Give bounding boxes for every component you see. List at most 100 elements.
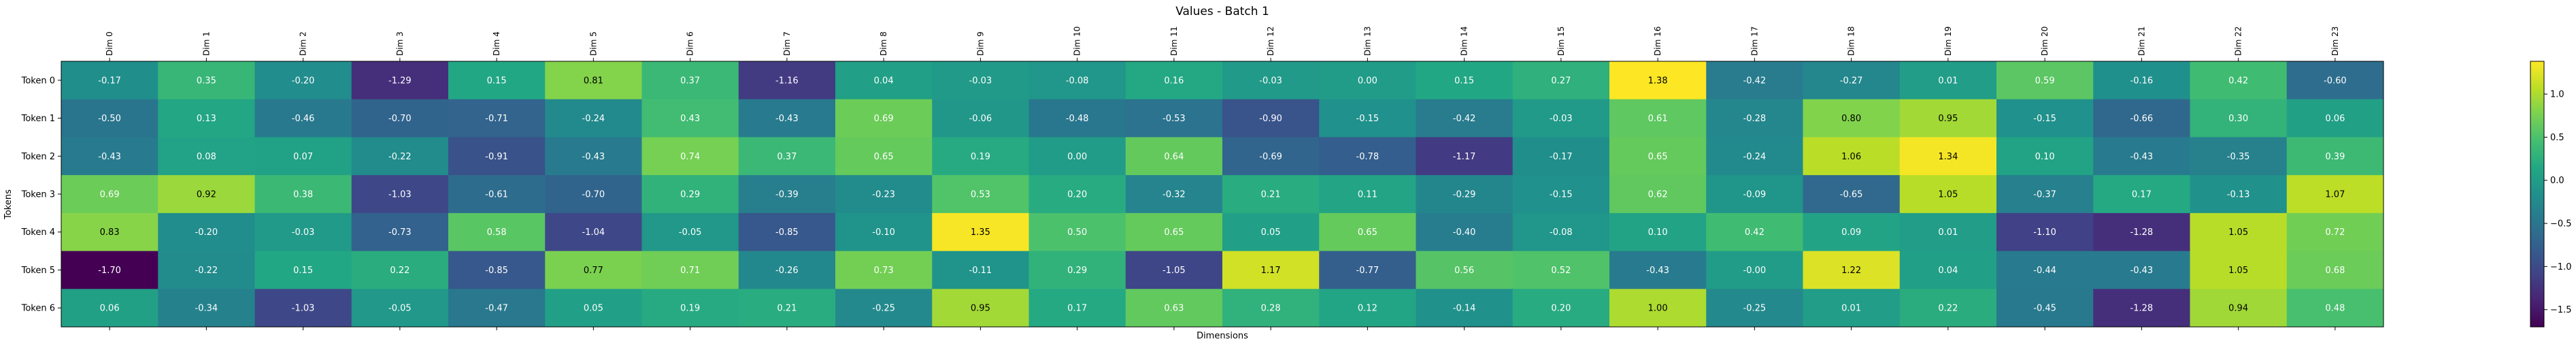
heatmap-cell [1996, 289, 2094, 328]
cell-value-label: -0.69 [1259, 152, 1282, 162]
cell-value-label: 0.37 [777, 152, 797, 162]
cell-value-label: -0.78 [1356, 152, 1379, 162]
heatmap-cell [1125, 251, 1223, 289]
heatmap-cell [1512, 137, 1610, 176]
heatmap-cell [351, 251, 449, 289]
heatmap-cell [1609, 175, 1707, 214]
heatmap-cell [2093, 212, 2190, 252]
cell-value-label: 0.77 [584, 266, 603, 276]
heatmap-cell [158, 212, 255, 252]
heatmap-cell [158, 137, 255, 176]
cell-value-label: 0.62 [1648, 190, 1668, 200]
heatmap-cell [1803, 289, 1901, 328]
cell-value-label: -0.29 [1453, 190, 1476, 200]
cell-value-label: -0.28 [1743, 114, 1767, 124]
heatmap-cell [932, 289, 1029, 328]
x-tick-label: Dim 23 [2330, 27, 2340, 56]
heatmap-cell [2286, 251, 2384, 289]
heatmap-cell [545, 99, 642, 138]
heatmap-cell [1319, 175, 1416, 214]
heatmap-cell-labels: -0.17 0.35 -0.20 -1.29 0.15 0.81 0.37 -1.16 0.04… [98, 76, 2346, 313]
heatmap-cell [545, 289, 642, 328]
heatmap-cell [1222, 212, 1320, 252]
heatmap-cell [2190, 212, 2288, 252]
heatmap-cell [1319, 61, 1416, 100]
heatmap-cell [351, 99, 449, 138]
heatmap-cell [2093, 251, 2190, 289]
heatmap-cell [641, 212, 739, 252]
cell-value-label: 0.95 [1938, 114, 1958, 124]
cell-value-label: -0.73 [388, 227, 412, 238]
cell-value-label: 0.19 [971, 152, 990, 162]
cell-value-label: 1.06 [1841, 152, 1861, 162]
cell-value-label: -0.43 [2130, 152, 2154, 162]
heatmap-cell [1416, 212, 1513, 252]
cell-value-label: 0.01 [1841, 304, 1861, 314]
heatmap-cell [1222, 137, 1320, 176]
cell-value-label: 0.28 [1261, 304, 1281, 314]
cell-value-label: 0.39 [2325, 152, 2345, 162]
cell-value-label: -0.05 [388, 304, 412, 314]
cell-value-label: -0.17 [1550, 152, 1573, 162]
cell-value-label: -0.90 [1259, 114, 1282, 124]
cell-value-label: 0.71 [680, 266, 700, 276]
heatmap-cell [448, 175, 546, 214]
x-tick-label: Dim 19 [1943, 27, 1953, 56]
heatmap-cell [932, 99, 1029, 138]
cell-value-label: 0.61 [1648, 114, 1668, 124]
cell-value-label: 1.17 [1261, 266, 1281, 276]
heatmap-cell [158, 289, 255, 328]
cell-value-label: -0.15 [1356, 114, 1379, 124]
heatmap-cell [1416, 251, 1513, 289]
heatmap-cell [1899, 61, 1997, 100]
x-tick-label: Dim 6 [686, 31, 695, 56]
cell-value-label: 0.17 [1067, 304, 1087, 314]
cell-value-label: 1.38 [1648, 76, 1668, 86]
x-tick-label: Dim 12 [1266, 27, 1275, 56]
x-tick-label: Dim 17 [1750, 27, 1759, 56]
heatmap-cell [641, 289, 739, 328]
heatmap-cell [835, 251, 933, 289]
cell-value-label: 0.50 [1067, 227, 1087, 238]
heatmap-cell [738, 289, 836, 328]
heatmap-cell [545, 175, 642, 214]
cell-value-label: -0.44 [2033, 266, 2056, 276]
cell-value-label: 0.17 [2132, 190, 2152, 200]
heatmap-cell [158, 61, 255, 100]
heatmap-cell [1706, 137, 1803, 176]
heatmap-cell [1996, 99, 2094, 138]
cell-value-label: 0.04 [874, 76, 894, 86]
heatmap-cell [1706, 289, 1803, 328]
heatmap-cell [351, 212, 449, 252]
heatmap-cell [1706, 251, 1803, 289]
cell-value-label: 0.37 [680, 76, 700, 86]
cell-value-label: -0.85 [485, 266, 508, 276]
cell-value-label: 0.42 [1745, 227, 1764, 238]
heatmap-cell [738, 251, 836, 289]
cell-value-label: -0.23 [872, 190, 895, 200]
heatmap-cell [61, 212, 158, 252]
y-tick-label: Token 4 [21, 227, 55, 238]
x-tick-label: Dim 14 [1460, 27, 1469, 56]
cell-value-label: -0.24 [582, 114, 605, 124]
heatmap-cell [1803, 251, 1901, 289]
cell-value-label: 0.69 [874, 114, 894, 124]
cell-value-label: 0.80 [1841, 114, 1861, 124]
cell-value-label: 0.21 [1261, 190, 1281, 200]
heatmap-cell [641, 175, 739, 214]
cell-value-label: 1.35 [971, 227, 990, 238]
cell-value-label: -0.34 [195, 304, 218, 314]
cell-value-label: -0.50 [98, 114, 121, 124]
cell-value-label: -0.32 [1162, 190, 1186, 200]
cell-value-label: 0.30 [2228, 114, 2248, 124]
cell-value-label: 0.83 [100, 227, 120, 238]
cell-value-label: -0.77 [1356, 266, 1379, 276]
cell-value-label: 0.43 [680, 114, 700, 124]
heatmap-frame [61, 61, 2384, 328]
heatmap-cell [932, 212, 1029, 252]
cell-value-label: 0.65 [1358, 227, 1377, 238]
heatmap-cell [61, 137, 158, 176]
cell-value-label: -0.24 [1743, 152, 1767, 162]
cell-value-label: -1.17 [1453, 152, 1476, 162]
